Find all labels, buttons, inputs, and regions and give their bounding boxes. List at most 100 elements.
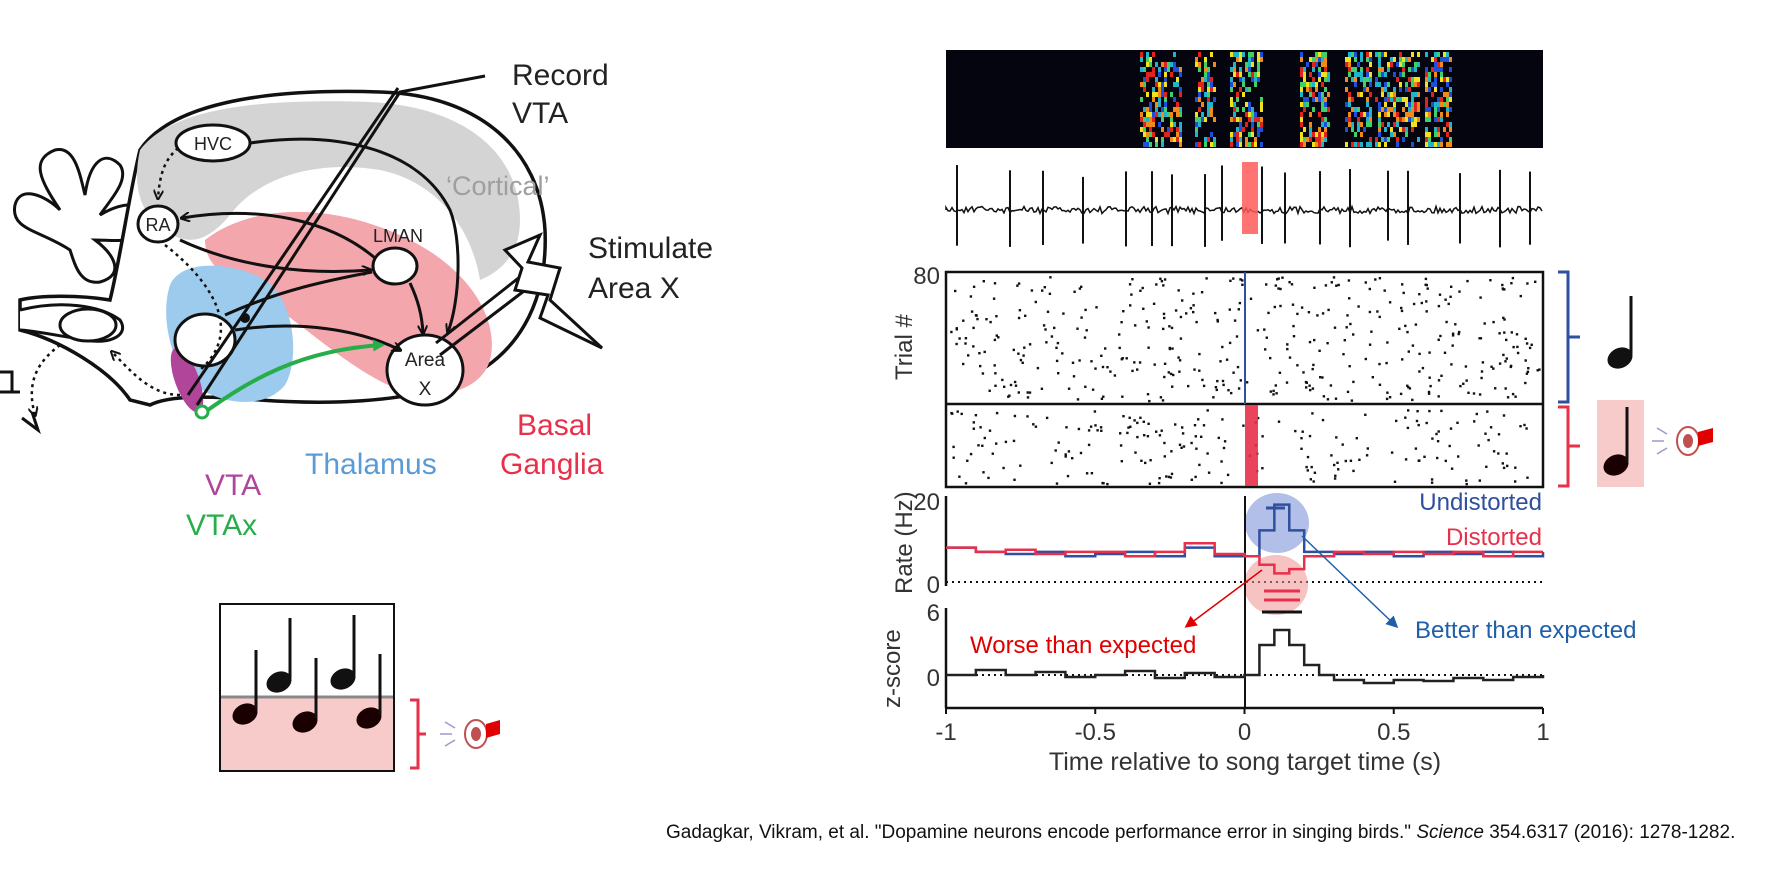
spectrogram-cell: [1440, 87, 1443, 92]
spectrogram-cell: [1161, 62, 1164, 67]
spectrogram-cell: [1164, 62, 1167, 67]
spectrogram-cell: [1239, 117, 1242, 122]
raster-spike: [988, 389, 991, 392]
spectrogram-cell: [1390, 62, 1393, 67]
spectrogram-cell: [1201, 82, 1204, 87]
raster-spike: [1041, 289, 1044, 292]
spectrogram-cell: [1425, 97, 1428, 102]
spectrogram-cell: [1428, 72, 1431, 77]
spectrogram-cell: [1170, 72, 1173, 77]
spectrogram-cell: [1230, 137, 1233, 142]
spectrogram-cell: [1176, 107, 1179, 112]
spectrogram-cell: [1345, 87, 1348, 92]
raster-spike: [1087, 429, 1091, 432]
spectrogram-cell: [1152, 92, 1155, 97]
spectrogram-cell: [1399, 87, 1402, 92]
raster-spike: [1406, 384, 1409, 387]
raster-spike: [972, 326, 975, 330]
raster-spike: [1436, 440, 1440, 443]
spectrogram-cell: [1143, 127, 1146, 132]
spectrogram-cell: [1161, 137, 1164, 142]
raster-spike: [1344, 459, 1347, 463]
raster-spike: [964, 342, 967, 345]
spectrogram-cell: [1236, 52, 1239, 57]
raster-spike: [1192, 304, 1195, 307]
spectrogram-cell: [1387, 62, 1390, 67]
raster-spike: [1428, 376, 1431, 379]
raster-spike: [1501, 283, 1504, 287]
spectrogram-cell: [1360, 67, 1363, 72]
spectrogram-cell: [1233, 102, 1236, 107]
raster-spike: [1458, 330, 1461, 334]
x-tick-label: 1: [1536, 719, 1549, 746]
raster-spike: [1428, 409, 1431, 413]
spectrogram-cell: [1230, 142, 1233, 147]
spectrogram-cell: [1210, 82, 1213, 87]
raster-spike: [1076, 398, 1080, 401]
raster-spike: [1013, 414, 1017, 418]
spectrogram-cell: [1198, 97, 1201, 102]
raster-spike: [982, 280, 985, 283]
raster-spike: [1465, 479, 1468, 482]
raster-spike: [1352, 333, 1355, 336]
raster-spike: [987, 476, 990, 480]
spectrogram-cell: [1251, 57, 1254, 62]
spectrogram-cell: [1260, 122, 1263, 127]
raster-spike: [1448, 444, 1451, 448]
spectrogram-cell: [1245, 87, 1248, 92]
raster-spike: [1393, 480, 1397, 483]
raster-spike: [1408, 387, 1412, 390]
raster-spike: [1440, 374, 1443, 377]
lobe-oval: [58, 307, 118, 343]
red-highlight-circle: [1244, 555, 1308, 615]
raster-spike: [1089, 425, 1093, 428]
raster-spike: [1414, 323, 1418, 326]
raster-spike: [1327, 308, 1330, 312]
raster-spike: [1078, 359, 1081, 362]
spectrogram-cell: [1300, 72, 1303, 77]
spectrogram-cell: [1210, 142, 1213, 147]
spectrogram-cell: [1251, 107, 1254, 112]
spectrogram-cell: [1414, 92, 1417, 97]
raster-spike: [1147, 326, 1150, 329]
spectrogram-cell: [1378, 72, 1381, 77]
lman-label: LMAN: [373, 226, 423, 246]
raster-spike: [1122, 415, 1125, 418]
z-tick-6: 6: [927, 600, 940, 627]
spectrogram-cell: [1242, 107, 1245, 112]
raster-spike: [1425, 283, 1428, 287]
raster-spike: [1238, 301, 1242, 305]
spectrogram-cell: [1357, 92, 1360, 97]
spectrogram-cell: [1449, 77, 1452, 82]
spectrogram-cell: [1396, 122, 1399, 127]
spectrogram-cell: [1315, 52, 1318, 57]
raster-spike: [1321, 418, 1325, 422]
raster-spike: [1527, 367, 1530, 370]
spectrogram-cell: [1242, 127, 1245, 132]
raster-spike: [1404, 458, 1408, 461]
spectrogram-cell: [1369, 117, 1372, 122]
spectrogram-cell: [1306, 97, 1309, 102]
spectrogram-cell: [1195, 57, 1198, 62]
spectrogram-cell: [1164, 72, 1167, 77]
spectrogram-cell: [1440, 137, 1443, 142]
spectrogram-cell: [1140, 127, 1143, 132]
spectrogram-cell: [1300, 52, 1303, 57]
raster-spike: [972, 345, 975, 348]
raster-spike: [1449, 427, 1453, 430]
speaker-icon-right: [1652, 426, 1713, 456]
blue-bracket: [1558, 270, 1580, 404]
raster-spike: [974, 314, 978, 317]
spectrogram-cell: [1213, 117, 1216, 122]
spectrogram-cell: [1354, 82, 1357, 87]
spectrogram-cell: [1348, 62, 1351, 67]
raster-spike: [1458, 290, 1461, 293]
raster-spike: [1269, 356, 1272, 360]
raster-spike: [1131, 369, 1134, 373]
raster-spike: [1130, 293, 1133, 296]
raster-spike: [1437, 338, 1440, 341]
spectrogram-cell: [1251, 122, 1254, 127]
spectrogram-cell: [1360, 77, 1363, 82]
spectrogram-cell: [1248, 57, 1251, 62]
spectrogram-cell: [1348, 117, 1351, 122]
